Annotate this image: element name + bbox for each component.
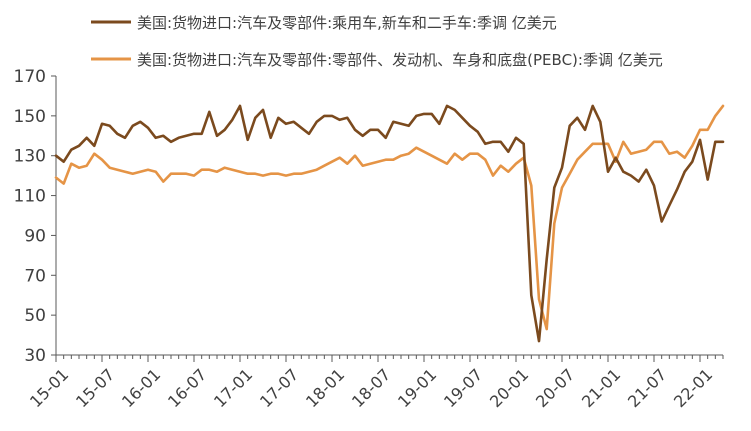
- y-tick-label: 50: [24, 306, 46, 326]
- y-tick-label: 90: [24, 226, 46, 246]
- y-tick-labels: 30 50 70 90 110 130 150 170: [14, 67, 56, 366]
- series-line-passenger-cars: [54, 104, 725, 343]
- x-tick-label: 16-01: [118, 365, 164, 411]
- x-tick-label: 20-07: [532, 365, 578, 411]
- legend-label-passenger-cars: 美国:货物进口:汽车及零部件:乘用车,新车和二手车:季调 亿美元: [137, 14, 557, 32]
- x-tick-label: 17-07: [256, 365, 302, 411]
- x-tick-label: 18-07: [348, 365, 394, 411]
- axes: [55, 76, 723, 356]
- series-line-pebc: [54, 104, 725, 331]
- y-tick-label: 110: [14, 187, 46, 207]
- y-tick-label: 70: [24, 266, 46, 286]
- x-tick-label: 18-01: [302, 365, 348, 411]
- y-tick-label: 30: [24, 346, 46, 366]
- x-tick-label: 17-01: [210, 365, 256, 411]
- series-lines: [54, 104, 725, 343]
- x-tick-label: 19-07: [440, 365, 486, 411]
- x-tick-label: 21-01: [578, 365, 624, 411]
- x-tick-label: 20-01: [486, 365, 532, 411]
- y-tick-label: 150: [14, 107, 46, 127]
- legend-label-pebc: 美国:货物进口:汽车及零部件:零部件、发动机、车身和底盘(PEBC):季调 亿美…: [137, 51, 663, 69]
- legend: 美国:货物进口:汽车及零部件:乘用车,新车和二手车:季调 亿美元 美国:货物进口…: [91, 14, 663, 69]
- x-tick-label: 21-07: [624, 365, 670, 411]
- y-tick-label: 130: [14, 147, 46, 167]
- x-tick-label: 16-07: [164, 365, 210, 411]
- x-tick-label: 22-01: [670, 365, 716, 411]
- x-tick-label: 19-01: [394, 365, 440, 411]
- y-tick-label: 170: [14, 67, 46, 87]
- x-tick-label: 15-01: [26, 365, 72, 411]
- x-tick-labels: 15-01 15-07 16-01 16-07 17-01 17-07 18-01 18-07…: [26, 355, 724, 411]
- x-tick-label: 15-07: [72, 365, 118, 411]
